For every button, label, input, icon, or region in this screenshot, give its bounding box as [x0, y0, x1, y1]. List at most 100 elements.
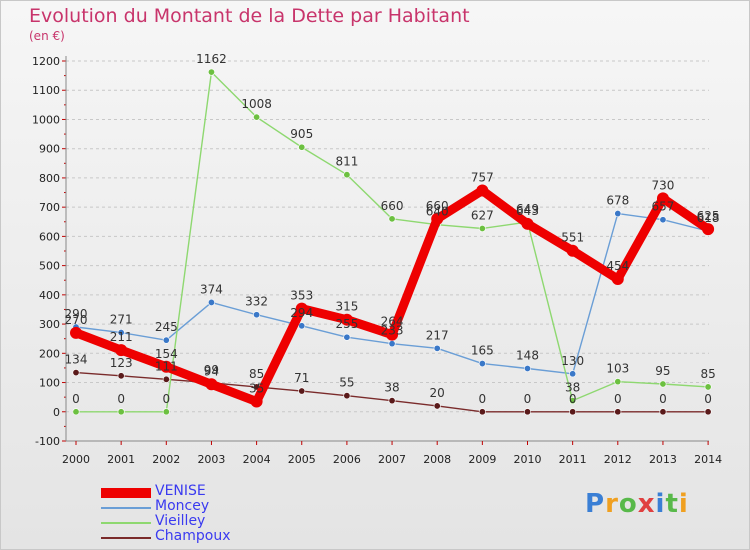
data-point-champoux [298, 387, 306, 395]
data-label-vieilley: 0 [117, 392, 125, 406]
data-label-vieilley: 811 [335, 155, 358, 169]
data-point-vieilley [253, 113, 261, 121]
y-tick-label: 1100 [32, 84, 60, 97]
x-tick-label: 2000 [62, 453, 90, 466]
data-label-champoux: 0 [704, 392, 712, 406]
data-label-moncey: 290 [65, 307, 88, 321]
legend-label: Moncey [155, 498, 210, 514]
data-point-moncey [433, 344, 441, 352]
data-point-venise [386, 328, 399, 341]
data-point-moncey [298, 322, 306, 330]
logo-letter: r [605, 489, 619, 519]
y-tick-label: 200 [39, 347, 60, 360]
x-tick-label: 2004 [243, 453, 271, 466]
x-tick-label: 2001 [107, 453, 135, 466]
data-label-venise: 264 [381, 315, 404, 329]
legend-label: Vieilley [155, 513, 206, 529]
data-label-champoux: 123 [110, 356, 133, 370]
legend-swatch [101, 522, 151, 524]
data-label-vieilley: 1008 [241, 97, 272, 111]
data-label-champoux: 111 [155, 359, 178, 373]
y-tick-label: 600 [39, 230, 60, 243]
data-label-champoux: 0 [569, 392, 577, 406]
data-point-champoux [117, 372, 125, 380]
y-tick-label: 300 [39, 318, 60, 331]
data-point-venise [70, 326, 82, 339]
data-label-champoux: 71 [294, 371, 309, 385]
data-label-moncey: 657 [651, 200, 674, 214]
data-label-champoux: 38 [384, 381, 399, 395]
data-label-vieilley: 627 [471, 208, 494, 222]
legend-label: Champoux [155, 528, 231, 544]
data-point-venise [340, 313, 353, 326]
data-label-moncey: 618 [697, 211, 720, 225]
data-point-vieilley [298, 143, 306, 151]
data-label-champoux: 134 [65, 353, 88, 367]
data-point-venise [702, 223, 715, 236]
data-label-champoux: 85 [249, 367, 264, 381]
y-tick-label: -100 [35, 435, 60, 448]
data-label-champoux: 0 [524, 392, 532, 406]
x-tick-label: 2002 [152, 453, 180, 466]
logo-letter: t [665, 489, 679, 519]
data-point-champoux [72, 369, 80, 377]
data-label-moncey: 332 [245, 295, 268, 309]
x-tick-label: 2013 [649, 453, 677, 466]
data-label-moncey: 165 [471, 344, 494, 358]
data-point-champoux [433, 402, 441, 410]
x-tick-label: 2005 [288, 453, 316, 466]
data-point-moncey [343, 333, 351, 341]
data-point-champoux [162, 375, 170, 383]
y-tick-label: 500 [39, 260, 60, 273]
data-label-moncey: 148 [516, 349, 539, 363]
data-point-venise [521, 217, 534, 230]
data-point-venise [476, 184, 489, 197]
data-label-vieilley: 0 [72, 392, 80, 406]
data-label-moncey: 294 [290, 306, 313, 320]
chart-subtitle: (en €) [29, 29, 65, 43]
y-tick-label: 800 [39, 172, 60, 185]
x-tick-label: 2006 [333, 453, 361, 466]
data-label-vieilley: 0 [162, 392, 170, 406]
data-label-moncey: 271 [110, 313, 133, 327]
y-tick-label: 100 [39, 377, 60, 390]
proxiti-logo: Proxiti [585, 489, 689, 519]
data-label-venise: 730 [651, 178, 674, 192]
y-tick-label: 0 [53, 406, 60, 419]
data-point-venise [205, 378, 218, 391]
y-tick-label: 1200 [32, 55, 60, 68]
data-label-venise: 625 [697, 209, 720, 223]
data-point-moncey [614, 210, 622, 218]
data-point-venise [295, 302, 308, 315]
data-label-vieilley: 95 [655, 364, 670, 378]
data-label-venise: 454 [606, 259, 629, 273]
x-tick-label: 2003 [197, 453, 225, 466]
data-label-moncey: 245 [155, 320, 178, 334]
data-label-vieilley: 640 [426, 205, 449, 219]
data-point-champoux [614, 408, 622, 416]
data-label-venise: 353 [290, 289, 313, 303]
data-point-vieilley [207, 68, 215, 76]
data-label-vieilley: 649 [516, 202, 539, 216]
data-point-vieilley [569, 397, 577, 405]
data-label-champoux: 0 [659, 392, 667, 406]
data-label-moncey: 130 [561, 354, 584, 368]
data-label-champoux: 20 [430, 386, 445, 400]
data-point-venise [566, 244, 579, 257]
data-point-moncey [478, 360, 486, 368]
x-tick-label: 2007 [378, 453, 406, 466]
x-tick-label: 2011 [559, 453, 587, 466]
data-label-venise: 660 [426, 199, 449, 213]
data-point-moncey [162, 336, 170, 344]
data-point-champoux [569, 408, 577, 416]
data-point-champoux [388, 397, 396, 405]
data-point-vieilley [478, 224, 486, 232]
data-label-vieilley: 103 [606, 362, 629, 376]
data-point-venise [250, 395, 263, 408]
data-point-venise [656, 192, 669, 205]
data-point-moncey [253, 311, 261, 319]
data-label-champoux: 99 [204, 363, 219, 377]
data-label-champoux: 0 [614, 392, 622, 406]
data-label-vieilley: 1162 [196, 52, 227, 66]
